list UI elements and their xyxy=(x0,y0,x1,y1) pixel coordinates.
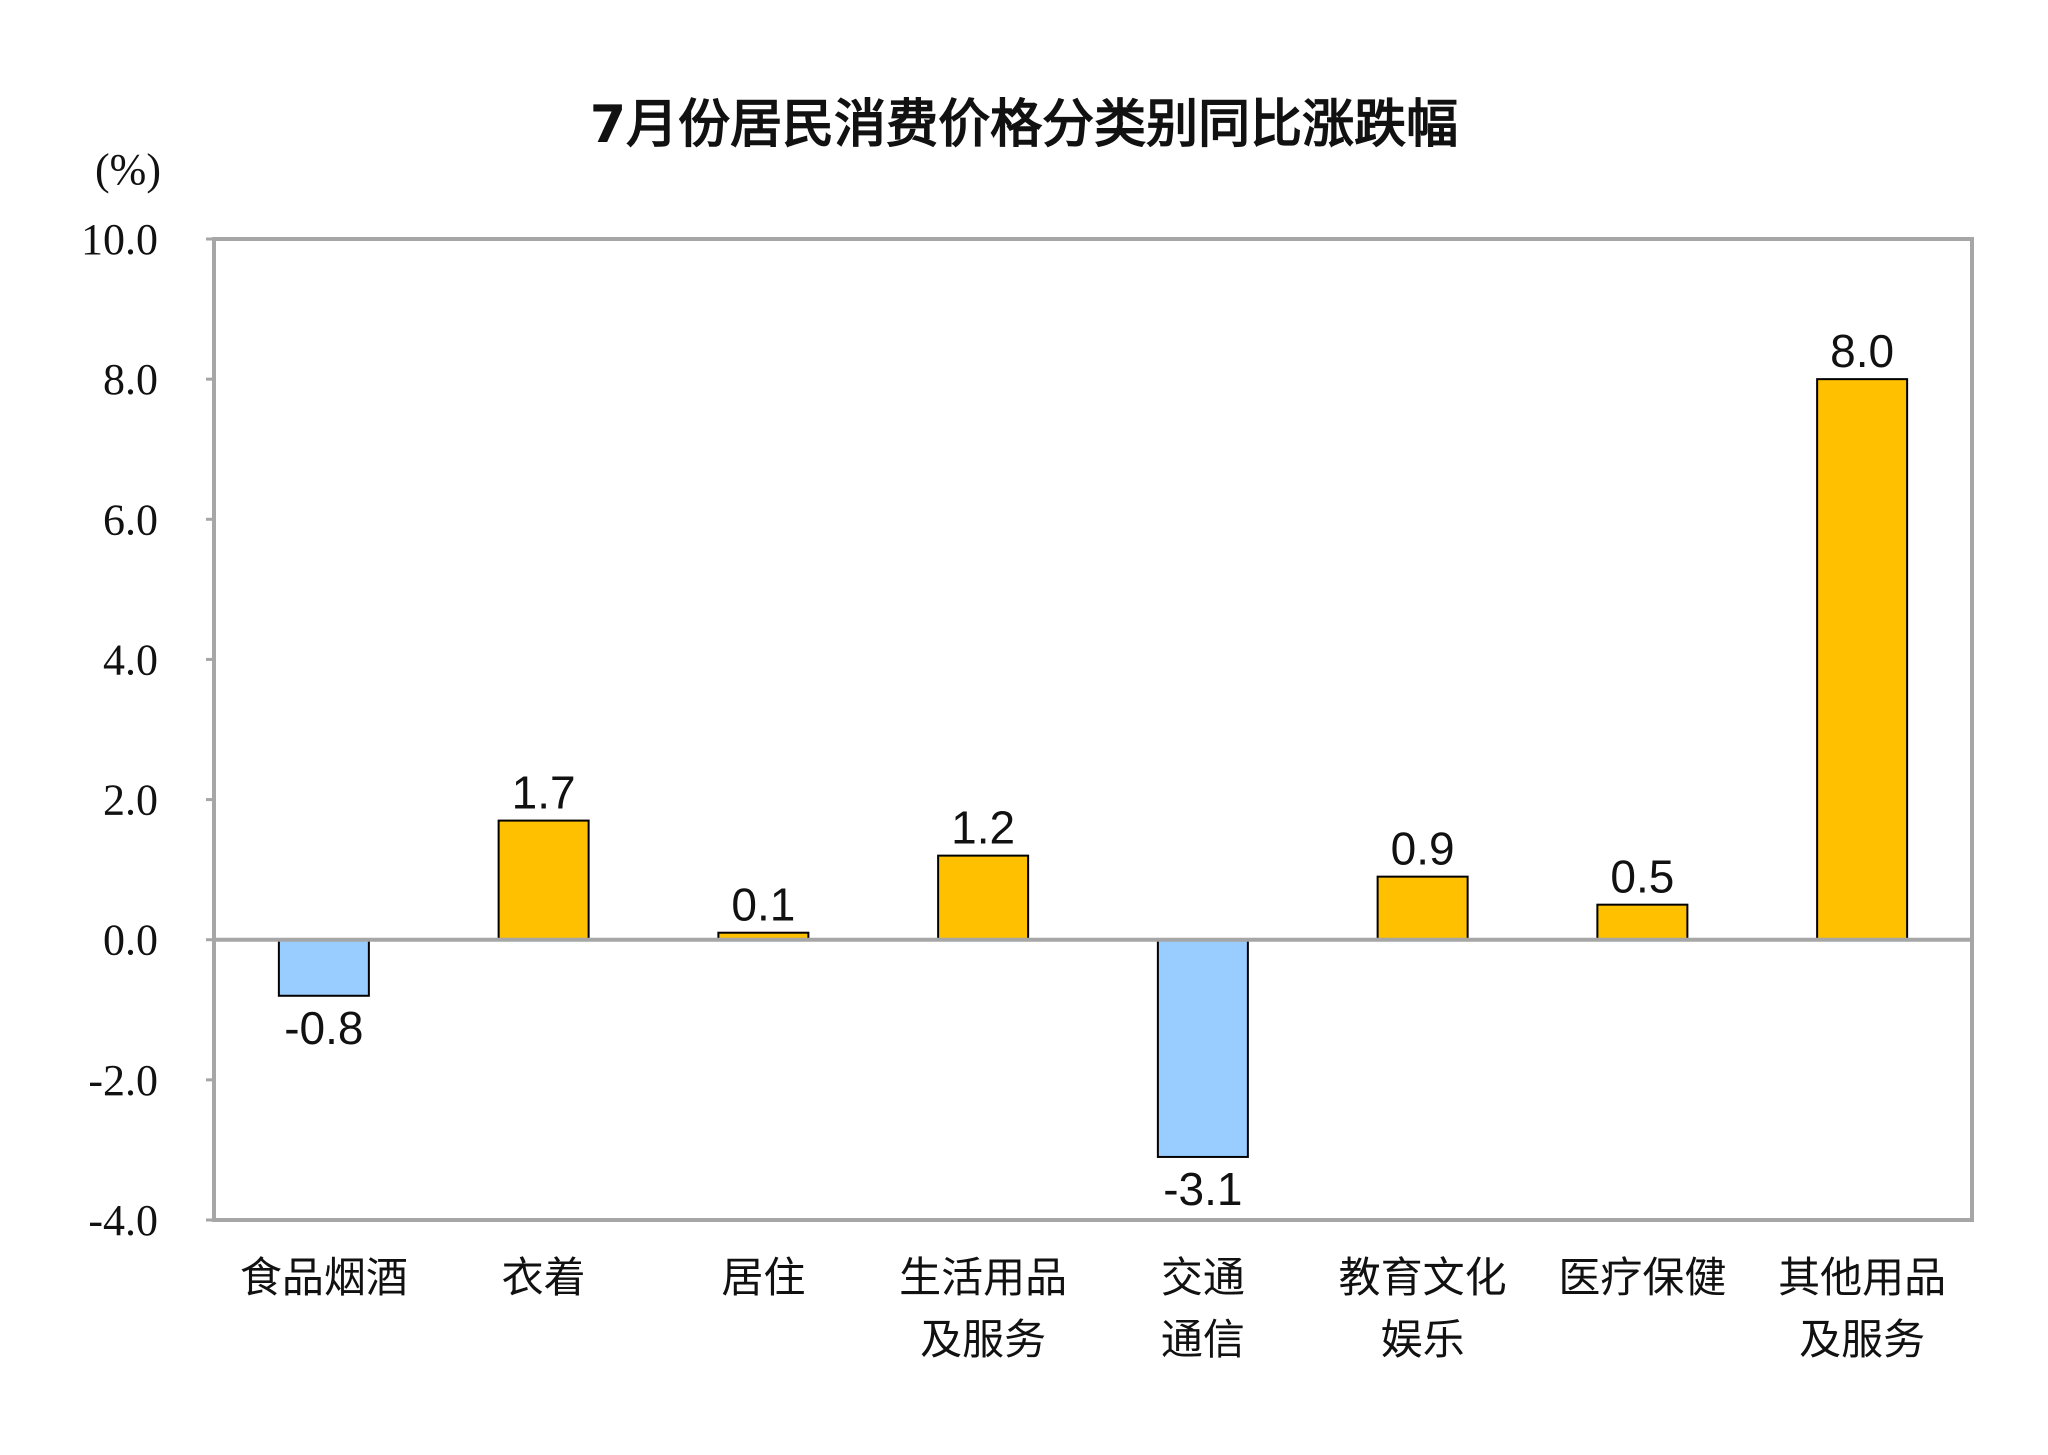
y-tick-label: 10.0 xyxy=(81,215,158,264)
y-tick-label: -2.0 xyxy=(88,1056,158,1105)
data-label: 1.7 xyxy=(512,767,576,819)
x-category-label: 其他用品 xyxy=(1778,1253,1946,1302)
y-tick-label: -4.0 xyxy=(88,1196,158,1245)
x-category-label: 及服务 xyxy=(920,1315,1046,1364)
y-tick-label: 4.0 xyxy=(103,635,158,684)
bar xyxy=(277,938,370,997)
data-label: 8.0 xyxy=(1830,325,1894,377)
x-category-label: 教育文化 xyxy=(1339,1253,1507,1302)
y-tick-label: 0.0 xyxy=(103,916,158,965)
bar xyxy=(497,819,590,941)
data-label: -0.8 xyxy=(284,1002,363,1054)
y-tick-label: 8.0 xyxy=(103,355,158,404)
data-label: 0.9 xyxy=(1391,823,1455,875)
x-category-label: 医疗保健 xyxy=(1558,1253,1726,1302)
x-category-label: 娱乐 xyxy=(1381,1315,1465,1364)
x-category-label: 食品烟酒 xyxy=(240,1253,408,1302)
data-label: 0.1 xyxy=(731,879,795,931)
plot-frame xyxy=(212,237,1974,1222)
data-label: 1.2 xyxy=(951,802,1015,854)
data-label: -3.1 xyxy=(1163,1163,1242,1215)
x-category-label: 居住 xyxy=(721,1253,805,1302)
y-tick-label: 6.0 xyxy=(103,495,158,544)
y-axis-unit: (%) xyxy=(95,145,161,194)
chart-title: 7月份居民消费价格分类别同比涨跌幅 xyxy=(590,95,1458,155)
x-category-label: 生活用品 xyxy=(899,1253,1067,1302)
bar xyxy=(1376,875,1469,941)
y-tick-label: 2.0 xyxy=(103,776,158,825)
bar xyxy=(1596,903,1689,941)
x-category-label: 通信 xyxy=(1161,1315,1245,1364)
x-category-label: 交通 xyxy=(1161,1253,1245,1302)
data-label: 0.5 xyxy=(1610,851,1674,903)
x-category-label: 及服务 xyxy=(1799,1315,1925,1364)
bar xyxy=(1816,378,1909,941)
bar xyxy=(1156,938,1249,1158)
x-category-label: 衣着 xyxy=(502,1253,586,1302)
bar xyxy=(937,854,1030,941)
